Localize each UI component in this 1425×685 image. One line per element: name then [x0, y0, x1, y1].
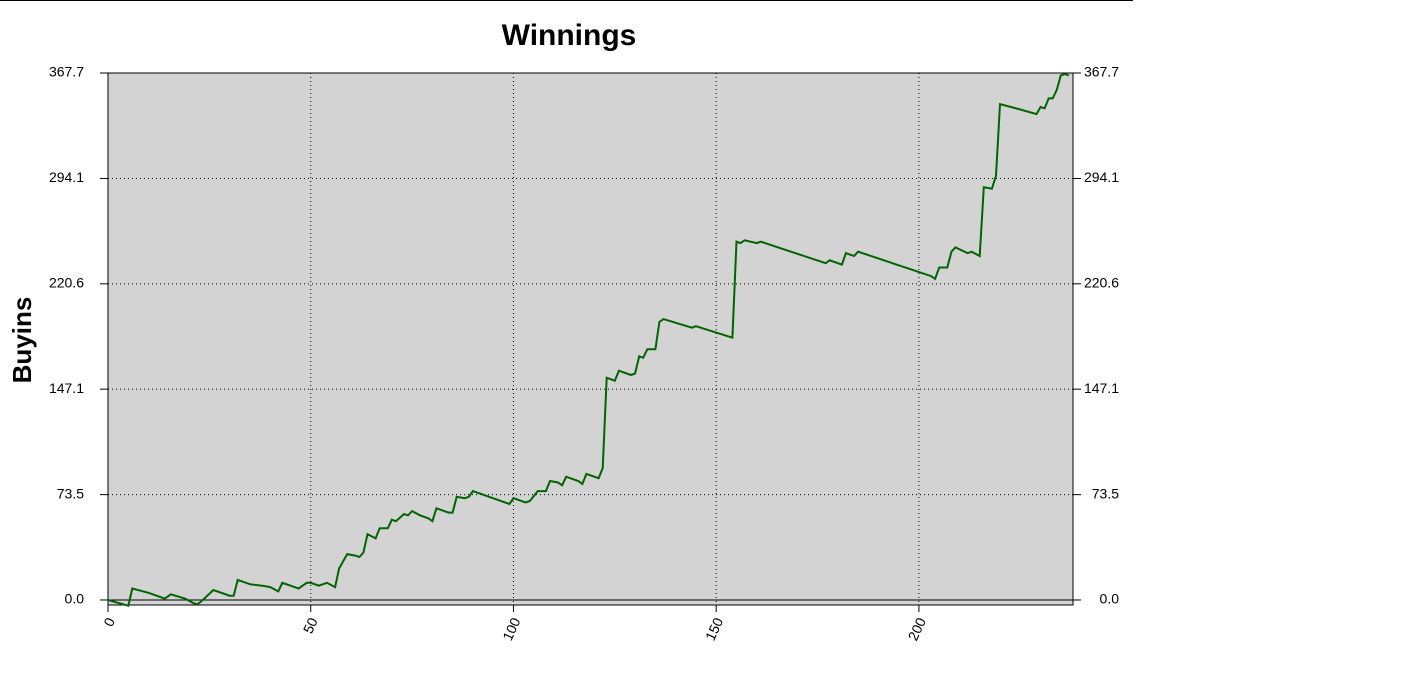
x-tick-label: 50 — [300, 615, 321, 636]
plot-border — [107, 72, 1074, 606]
y-tick-label: 294.1 — [49, 169, 84, 185]
x-tick-label: 0 — [100, 615, 118, 629]
x-tick-label: 200 — [905, 615, 929, 643]
y-tick-label: 73.5 — [57, 485, 84, 501]
y2-tick-label: 367.7 — [1084, 64, 1119, 80]
plot-area — [108, 73, 1073, 605]
chart-title: Winnings — [502, 19, 637, 52]
y2-tick-label: 147.1 — [1084, 380, 1119, 396]
y2-tick-label: 294.1 — [1084, 169, 1119, 185]
y-tick-label: 147.1 — [49, 380, 84, 396]
y-tick-label: 220.6 — [49, 275, 84, 291]
y2-tick-label: 73.5 — [1092, 485, 1119, 501]
y2-tick-label: 0.0 — [1100, 591, 1120, 607]
line-series — [107, 72, 1070, 607]
x-tick-label: 150 — [702, 615, 726, 643]
x-tick-label: 100 — [499, 615, 523, 643]
y-axis-label: Buyins — [7, 297, 37, 384]
y2-tick-label: 220.6 — [1084, 275, 1119, 291]
y-tick-label: 367.7 — [49, 64, 84, 80]
y-tick-label: 0.0 — [65, 591, 85, 607]
